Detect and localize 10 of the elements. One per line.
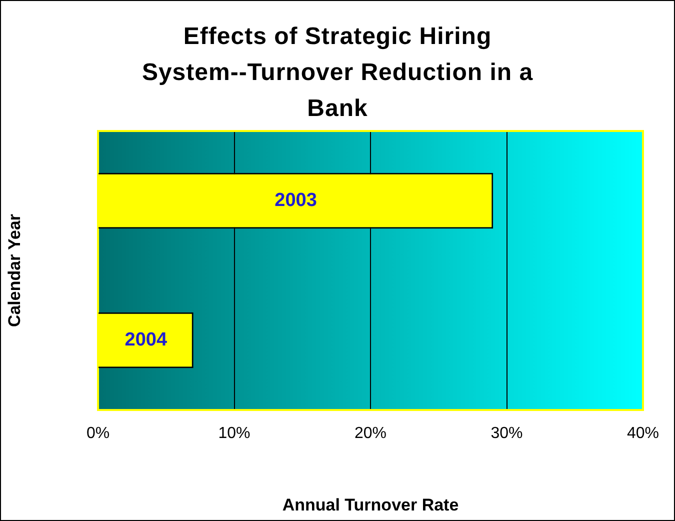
x-tick-label: 30% [490,425,523,442]
x-tick-label: 0% [86,425,110,442]
y-tick-label: 2004 [124,329,168,350]
y-axis-title: Calendar Year [4,214,24,328]
x-tick-label: 40% [626,425,660,442]
x-tick-label: 20% [354,425,387,442]
x-axis-title: Annual Turnover Rate [282,495,459,514]
x-tick-label: 10% [218,425,250,442]
y-tick-label: 2003 [274,190,317,211]
chart-title: Effects of Strategic Hiring System--Turnover Reduction in a Bank [140,22,534,124]
